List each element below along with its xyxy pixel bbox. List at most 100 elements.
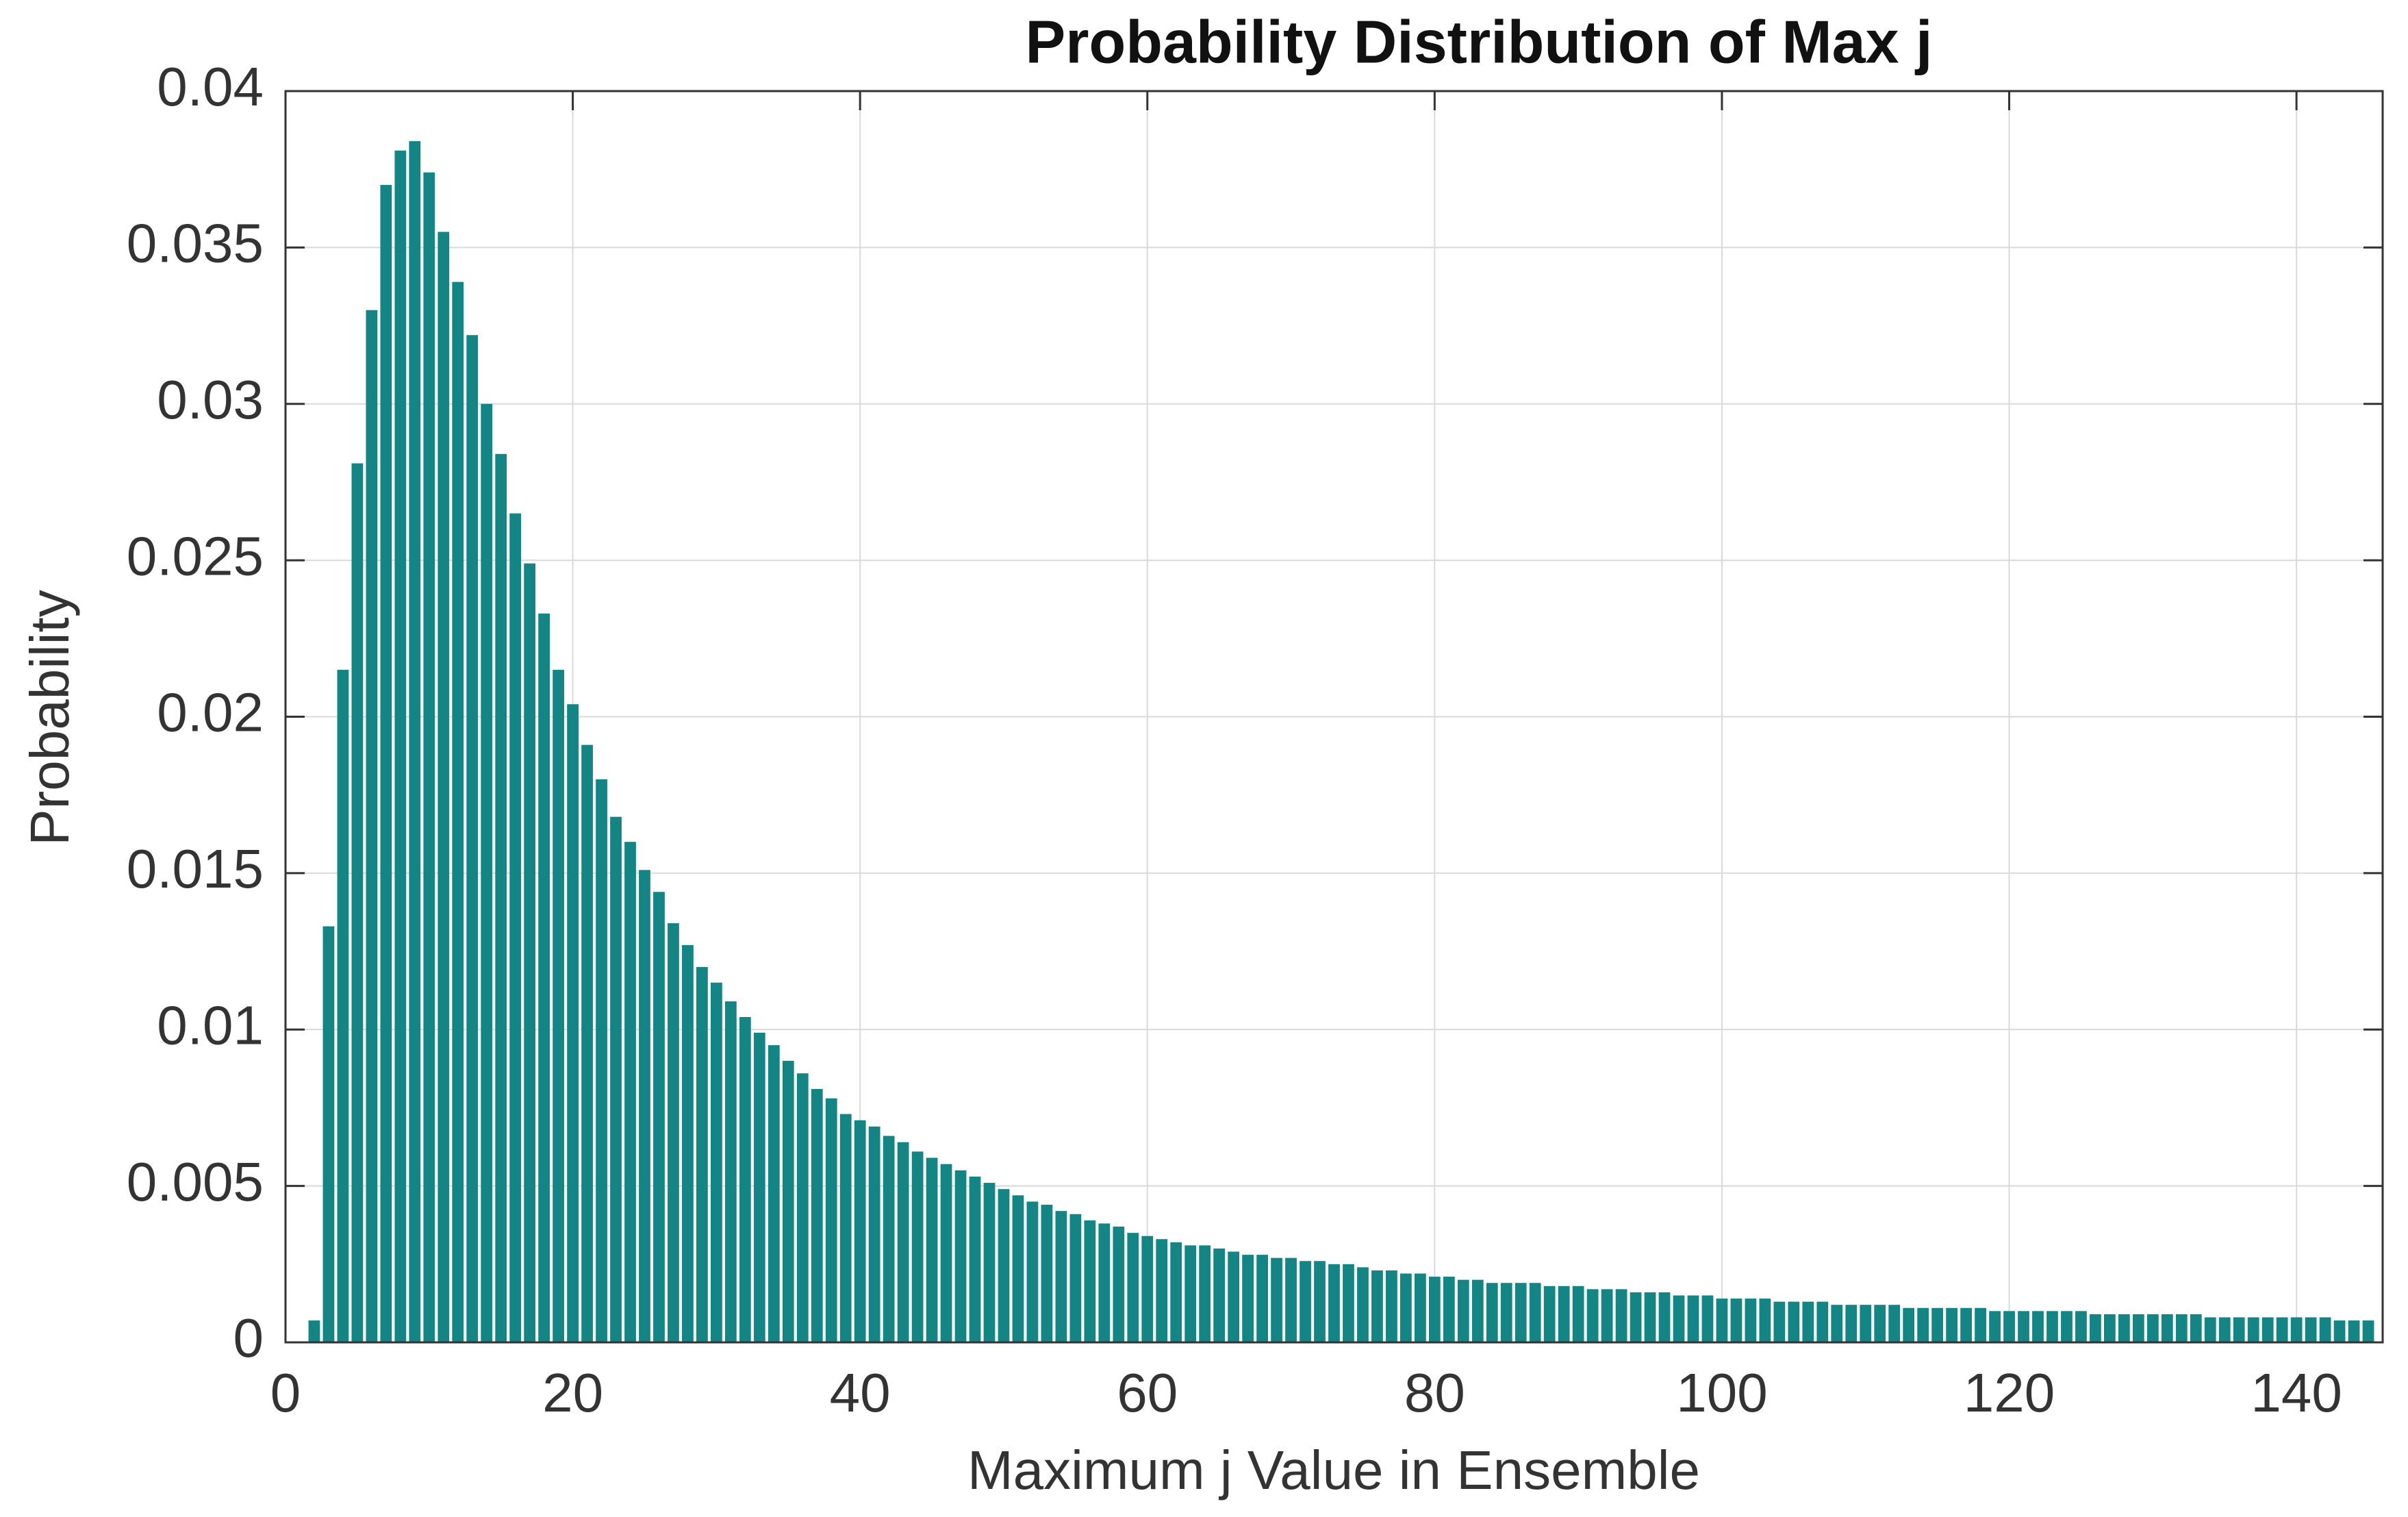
bar [983, 1183, 996, 1342]
bar [1773, 1301, 1786, 1342]
y-tick-label: 0 [233, 1307, 264, 1368]
bar [2333, 1320, 2346, 1342]
y-tick-label: 0.035 [127, 213, 264, 274]
bar [1026, 1201, 1039, 1342]
bar [423, 172, 435, 1342]
bar [1816, 1301, 1829, 1342]
chart-title: Probability Distribution of Max j [1026, 8, 1933, 75]
bar [1471, 1279, 1484, 1342]
bar [610, 816, 622, 1342]
bar [710, 982, 722, 1342]
x-tick-label: 140 [2251, 1362, 2342, 1423]
bar [653, 892, 665, 1342]
bar [1012, 1195, 1024, 1342]
bar [1141, 1236, 1154, 1342]
bar [1271, 1257, 1282, 1342]
bar [1644, 1292, 1656, 1342]
bar [2090, 1314, 2101, 1342]
bar [308, 1320, 320, 1342]
bar [854, 1120, 866, 1342]
bar [682, 944, 694, 1342]
y-tick-label: 0.02 [157, 682, 264, 743]
bar [668, 923, 679, 1342]
bar [1514, 1283, 1527, 1342]
bar [452, 281, 464, 1343]
bar [1888, 1305, 1901, 1342]
bar [1084, 1220, 1096, 1342]
bar [2161, 1314, 2173, 1342]
bar [380, 185, 392, 1342]
bar [2103, 1314, 2116, 1342]
y-tick-label: 0.015 [127, 838, 264, 899]
bar [911, 1151, 924, 1342]
bar [811, 1089, 823, 1342]
bar [1903, 1307, 1915, 1342]
bar [481, 403, 493, 1342]
bar [1601, 1289, 1613, 1342]
bar [954, 1170, 967, 1342]
bar [567, 704, 579, 1342]
bar [696, 966, 708, 1342]
bar [739, 1016, 751, 1342]
bar [1788, 1301, 1800, 1342]
bar [2348, 1320, 2360, 1342]
bar [1256, 1255, 1268, 1342]
y-tick-label: 0.04 [157, 56, 264, 117]
bar [2046, 1311, 2058, 1342]
bar [2247, 1317, 2259, 1342]
bar [1500, 1283, 1512, 1342]
y-axis-label: Probability [19, 590, 80, 846]
bar [1960, 1307, 1972, 1342]
bar [1874, 1305, 1886, 1342]
bar [2290, 1317, 2303, 1342]
bar [639, 870, 650, 1342]
bar [1543, 1286, 1556, 1342]
bar [624, 842, 636, 1342]
bar [1357, 1267, 1369, 1342]
bar [1745, 1299, 1757, 1342]
bar [1759, 1299, 1771, 1342]
bar [1630, 1292, 1642, 1342]
bar [1285, 1257, 1297, 1342]
bar [1486, 1283, 1498, 1342]
bar [1687, 1295, 1699, 1342]
bar [553, 669, 565, 1342]
bar [969, 1176, 981, 1342]
bar [2233, 1317, 2245, 1342]
x-axis-label: Maximum j Value in Ensemble [967, 1440, 1700, 1501]
y-tick-label: 0.01 [157, 994, 264, 1055]
plot-frame [284, 90, 2384, 1344]
bar [1098, 1223, 1111, 1342]
bar [940, 1164, 952, 1342]
bar [926, 1157, 938, 1342]
bar [322, 926, 335, 1342]
bar [438, 231, 450, 1343]
y-tick-label: 0.005 [127, 1151, 264, 1212]
bar [394, 150, 407, 1343]
bar [1300, 1261, 1311, 1342]
bar [1443, 1277, 1455, 1342]
bar [1242, 1255, 1254, 1342]
bar [1558, 1286, 1570, 1342]
bar [2132, 1314, 2144, 1342]
bar [1213, 1248, 1226, 1342]
x-tick-label: 40 [830, 1362, 891, 1423]
bar [1414, 1273, 1426, 1342]
bar [2261, 1317, 2274, 1342]
bar [2218, 1317, 2231, 1342]
bar [998, 1189, 1010, 1342]
bar [1931, 1307, 1944, 1342]
bar [1975, 1307, 1986, 1342]
bar [897, 1142, 909, 1342]
bar [2305, 1317, 2317, 1342]
bar [1113, 1227, 1125, 1342]
bar [1170, 1242, 1182, 1342]
bar [1156, 1239, 1168, 1342]
bar [1572, 1286, 1584, 1342]
x-tick-label: 60 [1117, 1362, 1178, 1423]
bar [1386, 1270, 1397, 1342]
bar [2003, 1311, 2015, 1342]
bar [2061, 1311, 2073, 1342]
bar [839, 1114, 852, 1342]
